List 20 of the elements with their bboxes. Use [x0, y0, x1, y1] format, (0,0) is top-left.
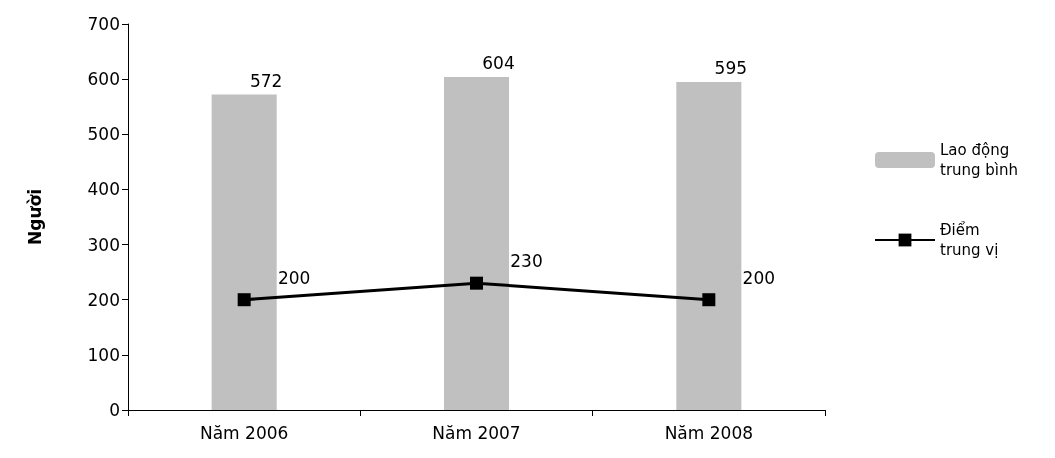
data-label: 230 [510, 251, 543, 272]
y-tick-label: 700 [87, 14, 120, 34]
y-tick-label: 100 [87, 344, 120, 365]
y-axis-title: Người [24, 188, 45, 246]
data-label: 200 [742, 267, 776, 288]
data-label: 200 [277, 267, 311, 288]
y-tick-label: 500 [87, 124, 120, 145]
legend-label: Điểm trung vị [940, 221, 999, 259]
x-tick-label: Năm 2008 [664, 422, 754, 443]
y-tick-label: 0 [109, 400, 120, 420]
data-label: 604 [482, 53, 515, 74]
data-label: 595 [714, 58, 748, 79]
legend-label: Lao động trung bình [940, 141, 1019, 179]
x-tick-label: Năm 2007 [432, 422, 521, 443]
y-tick-label: 600 [87, 69, 120, 90]
x-tick-label: Năm 2006 [199, 422, 289, 443]
y-tick-label: 400 [87, 179, 120, 200]
y-tick-label: 300 [87, 234, 120, 255]
y-tick-label: 200 [87, 289, 120, 310]
data-label: 572 [249, 71, 283, 92]
